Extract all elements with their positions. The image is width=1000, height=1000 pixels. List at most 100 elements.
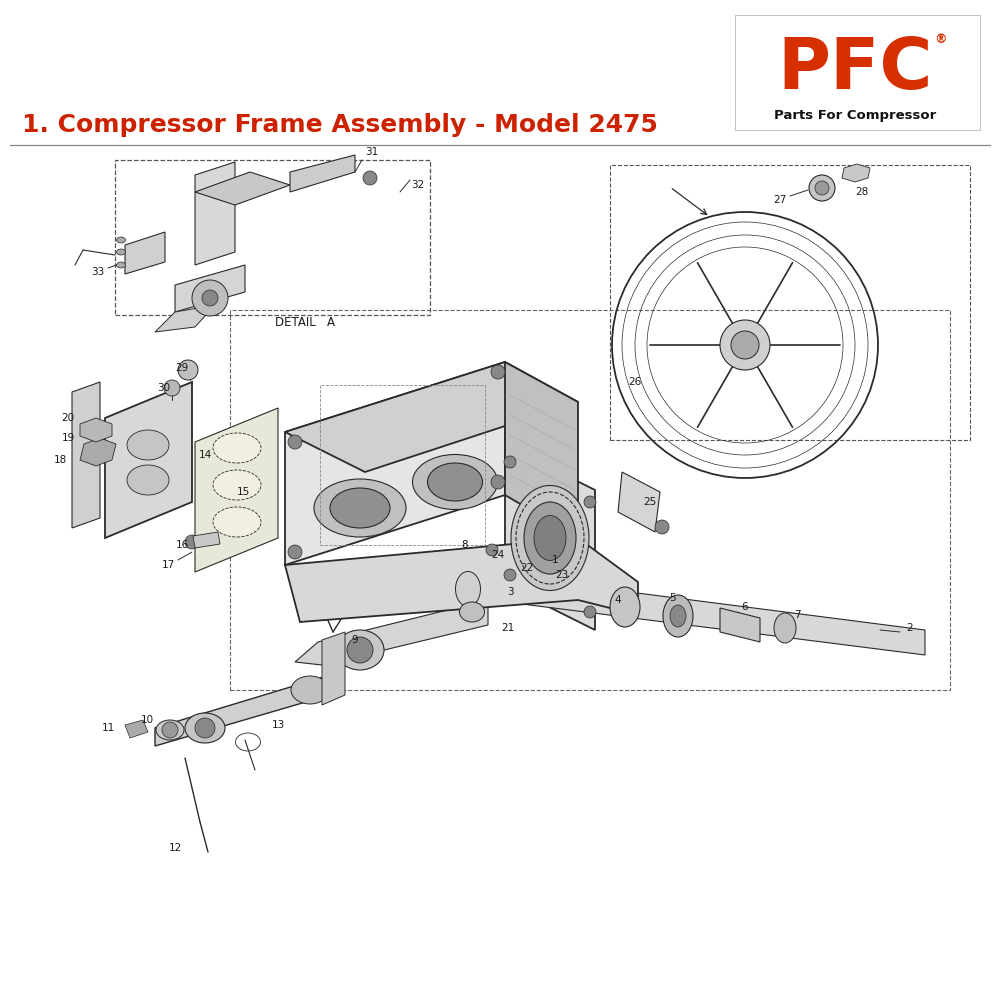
Ellipse shape [456, 572, 480, 606]
Text: DETAIL   A: DETAIL A [275, 316, 335, 330]
Ellipse shape [336, 630, 384, 670]
Text: 14: 14 [198, 450, 212, 460]
Ellipse shape [610, 587, 640, 627]
Text: 26: 26 [628, 377, 642, 387]
Ellipse shape [213, 470, 261, 500]
Circle shape [288, 545, 302, 559]
Circle shape [491, 475, 505, 489]
Text: 15: 15 [236, 487, 250, 497]
Polygon shape [72, 382, 100, 528]
Polygon shape [195, 172, 290, 205]
Polygon shape [295, 600, 488, 665]
Text: Parts For Compressor: Parts For Compressor [774, 108, 936, 121]
Polygon shape [618, 472, 660, 532]
Ellipse shape [127, 430, 169, 460]
Ellipse shape [156, 720, 184, 740]
Polygon shape [435, 567, 925, 655]
Ellipse shape [291, 676, 329, 704]
Ellipse shape [774, 613, 796, 643]
Circle shape [491, 365, 505, 379]
Text: 24: 24 [491, 550, 505, 560]
Circle shape [815, 181, 829, 195]
Text: 33: 33 [91, 267, 105, 277]
Ellipse shape [413, 454, 498, 510]
Polygon shape [322, 632, 345, 705]
Text: 12: 12 [168, 843, 182, 853]
Ellipse shape [534, 516, 566, 560]
Text: ®: ® [934, 33, 946, 46]
Text: 28: 28 [855, 187, 869, 197]
Ellipse shape [116, 249, 126, 255]
Circle shape [584, 496, 596, 508]
Text: 17: 17 [161, 560, 175, 570]
Ellipse shape [116, 262, 126, 268]
Text: 19: 19 [61, 433, 75, 443]
Text: 8: 8 [462, 540, 468, 550]
Circle shape [504, 569, 516, 581]
Text: 1: 1 [552, 555, 558, 565]
Polygon shape [505, 362, 578, 538]
Polygon shape [195, 162, 235, 265]
Circle shape [486, 544, 498, 556]
Polygon shape [285, 362, 505, 565]
Text: 23: 23 [555, 570, 569, 580]
Ellipse shape [127, 465, 169, 495]
Polygon shape [175, 265, 245, 312]
Circle shape [192, 280, 228, 316]
Polygon shape [80, 438, 116, 466]
Bar [230, 310, 950, 690]
Text: 27: 27 [773, 195, 787, 205]
Ellipse shape [460, 602, 484, 622]
Polygon shape [285, 362, 578, 472]
Ellipse shape [428, 463, 482, 501]
Bar [115, 160, 430, 315]
Text: 9: 9 [352, 635, 358, 645]
Text: 18: 18 [53, 455, 67, 465]
Bar [735, 15, 980, 130]
Polygon shape [155, 305, 215, 332]
Text: 10: 10 [140, 715, 154, 725]
Ellipse shape [185, 713, 225, 743]
Polygon shape [155, 672, 340, 746]
Polygon shape [842, 164, 870, 182]
Polygon shape [193, 532, 220, 548]
Polygon shape [720, 608, 760, 642]
Bar [610, 165, 970, 440]
Text: 11: 11 [101, 723, 115, 733]
Text: 25: 25 [643, 497, 657, 507]
Text: 20: 20 [61, 413, 75, 423]
Text: 16: 16 [175, 540, 189, 550]
Circle shape [162, 722, 178, 738]
Ellipse shape [213, 507, 261, 537]
Polygon shape [105, 382, 192, 538]
Text: 5: 5 [669, 593, 675, 603]
Ellipse shape [314, 479, 406, 537]
Text: 3: 3 [507, 587, 513, 597]
Text: 30: 30 [157, 383, 171, 393]
Ellipse shape [670, 605, 686, 627]
Text: 32: 32 [411, 180, 425, 190]
Bar [320, 385, 485, 545]
Text: 2: 2 [907, 623, 913, 633]
Polygon shape [195, 408, 278, 572]
Circle shape [195, 718, 215, 738]
Ellipse shape [330, 488, 390, 528]
Polygon shape [285, 538, 638, 622]
Text: 6: 6 [742, 602, 748, 612]
Ellipse shape [511, 486, 589, 590]
Circle shape [178, 360, 198, 380]
Circle shape [202, 290, 218, 306]
Circle shape [504, 456, 516, 468]
Polygon shape [125, 720, 148, 738]
Polygon shape [125, 232, 165, 274]
Circle shape [347, 637, 373, 663]
Text: PFC: PFC [777, 35, 933, 104]
Circle shape [185, 535, 199, 549]
Circle shape [363, 171, 377, 185]
Text: 31: 31 [365, 147, 379, 157]
Ellipse shape [524, 502, 576, 574]
Ellipse shape [213, 433, 261, 463]
Polygon shape [80, 418, 112, 442]
Text: 1. Compressor Frame Assembly - Model 2475: 1. Compressor Frame Assembly - Model 247… [22, 113, 658, 137]
Polygon shape [290, 155, 355, 192]
